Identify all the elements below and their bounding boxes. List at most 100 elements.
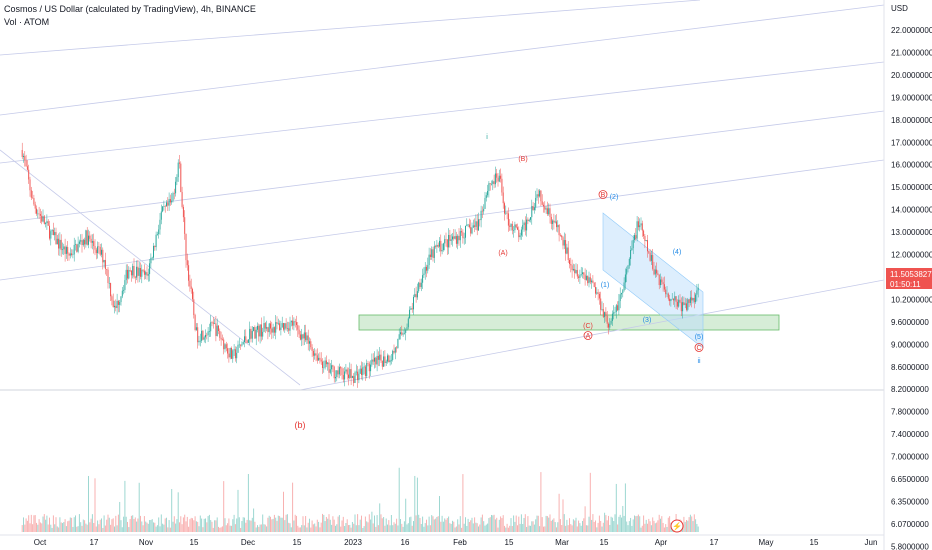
candle-body <box>535 197 537 208</box>
candle-body <box>361 368 362 375</box>
candle-body <box>632 239 634 249</box>
candle-body <box>67 247 69 254</box>
candle-body <box>127 269 128 279</box>
volume-bar <box>692 521 694 532</box>
wave-label: (3) <box>643 317 652 324</box>
volume-bar <box>657 520 659 532</box>
candle-body <box>332 365 334 367</box>
candle-body <box>65 247 67 254</box>
volume-bar <box>232 519 234 532</box>
volume-bar <box>247 473 249 532</box>
candle-body <box>423 273 425 276</box>
volume-bar <box>158 517 160 532</box>
volume-bar <box>208 514 210 532</box>
volume-bar <box>693 514 695 532</box>
candle-body <box>180 163 182 192</box>
candle-body <box>493 181 495 185</box>
candle-body <box>298 329 300 335</box>
volume-bar <box>584 506 586 532</box>
volume-bar <box>624 483 626 532</box>
candle-body <box>236 352 238 359</box>
time-tick-label: 15 <box>505 538 514 547</box>
candle-body <box>227 348 229 354</box>
volume-bar <box>294 514 296 532</box>
volume-bar <box>558 493 560 532</box>
volume-bar <box>258 526 260 532</box>
volume-bar <box>359 519 361 532</box>
candle-body <box>195 327 197 330</box>
flash-icon[interactable]: ⚡ <box>670 519 684 533</box>
candle-body <box>23 155 24 157</box>
candle-body <box>652 255 654 269</box>
volume-bar <box>195 521 197 532</box>
volume-bar <box>415 515 417 532</box>
candle-body <box>338 367 340 375</box>
volume-bar <box>483 521 485 532</box>
volume-bar <box>103 515 105 532</box>
candle-body <box>257 325 258 330</box>
candle-body <box>358 373 360 381</box>
volume-bar <box>669 516 671 532</box>
volume-bar <box>361 515 362 532</box>
volume-bar <box>381 518 383 532</box>
volume-bar <box>210 520 212 532</box>
volume-bar <box>133 519 135 532</box>
wave-label: (A) <box>498 250 507 257</box>
volume-bar <box>370 519 372 532</box>
candle-body <box>663 284 665 290</box>
candle-body <box>585 275 587 280</box>
candle-body <box>596 292 598 294</box>
volume-bar <box>117 514 119 532</box>
volume-bar <box>549 514 551 532</box>
volume-bar <box>180 516 182 532</box>
candle-body <box>154 245 156 248</box>
candle-body <box>491 183 492 185</box>
volume-bar <box>592 514 594 532</box>
volume-bar <box>89 522 91 532</box>
candle-body <box>297 325 299 330</box>
time-tick-label: Dec <box>241 538 255 547</box>
volume-bar <box>25 518 27 532</box>
volume-bar <box>496 517 498 532</box>
candle-body <box>62 249 63 251</box>
candle-body <box>354 372 356 384</box>
volume-bar <box>617 524 619 532</box>
volume-bar <box>171 489 173 532</box>
volume-bar <box>475 522 477 532</box>
candle-body <box>150 257 152 264</box>
volume-bar <box>619 514 621 532</box>
candle-body <box>483 208 485 212</box>
volume-bar <box>648 518 650 532</box>
volume-bar <box>576 526 578 532</box>
volume-bar <box>56 526 58 532</box>
price-axis[interactable]: 22.0000000 21.0000000 20.0000000 19.0000000… <box>891 26 932 550</box>
volume-bar <box>557 522 559 532</box>
candle-body <box>691 297 693 301</box>
candle-body <box>452 236 453 240</box>
volume-bar <box>578 520 580 532</box>
volume-bar <box>645 519 647 532</box>
volume-bar <box>132 515 134 532</box>
volume-bar <box>110 524 112 532</box>
candle-body <box>215 323 217 337</box>
candle-body <box>695 294 697 303</box>
price-tick-label: 14.0000000 <box>891 206 932 215</box>
volume-bar <box>228 518 230 532</box>
candle-body <box>237 344 239 353</box>
volume-bar <box>176 519 178 532</box>
candle-body <box>52 229 54 236</box>
volume-bar <box>238 517 240 532</box>
volume-bar <box>367 522 369 532</box>
candle-body <box>480 210 482 221</box>
volume-bar <box>94 478 96 532</box>
candle-body <box>184 217 186 234</box>
candle-body <box>615 305 617 312</box>
candle-body <box>654 269 656 275</box>
volume-bar <box>211 521 213 532</box>
candle-body <box>471 227 473 234</box>
time-axis[interactable]: Oct 17 Nov 15 Dec 15 2023 16 Feb 15 Mar 15 Apr 17 May 1… <box>34 538 878 547</box>
candle-body <box>687 299 689 310</box>
volume-bar <box>510 518 512 532</box>
volume-bar <box>189 519 191 532</box>
volume-bar <box>336 524 338 532</box>
